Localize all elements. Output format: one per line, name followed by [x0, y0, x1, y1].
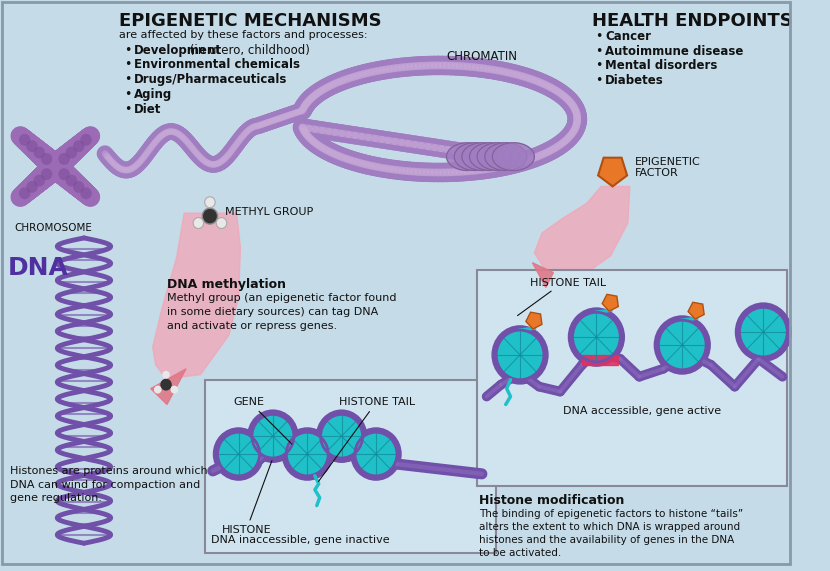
- Text: Methyl group (an epigenetic factor found
in some dietary sources) can tag DNA
an: Methyl group (an epigenetic factor found…: [167, 293, 397, 331]
- Polygon shape: [533, 263, 554, 287]
- FancyBboxPatch shape: [477, 270, 787, 486]
- Circle shape: [654, 315, 710, 375]
- Polygon shape: [492, 143, 535, 171]
- Circle shape: [41, 168, 52, 180]
- Polygon shape: [461, 143, 504, 171]
- Text: HISTONE TAIL: HISTONE TAIL: [319, 396, 415, 481]
- Text: Diet: Diet: [134, 103, 161, 116]
- Text: EPIGENETIC MECHANISMS: EPIGENETIC MECHANISMS: [120, 12, 382, 30]
- Circle shape: [286, 432, 328, 476]
- Text: DNA inaccessible, gene inactive: DNA inaccessible, gene inactive: [212, 536, 390, 545]
- Text: GENE: GENE: [234, 396, 292, 444]
- Circle shape: [212, 427, 264, 481]
- Circle shape: [491, 325, 549, 385]
- Text: Development: Development: [134, 43, 222, 57]
- Circle shape: [73, 181, 85, 193]
- Circle shape: [205, 197, 215, 208]
- Text: The binding of epigenetic factors to histone “tails”
alters the extent to which : The binding of epigenetic factors to his…: [479, 509, 743, 558]
- Polygon shape: [477, 143, 519, 171]
- Polygon shape: [279, 444, 310, 452]
- Circle shape: [33, 175, 45, 187]
- Circle shape: [66, 175, 77, 187]
- Text: Histones are proteins around which
DNA can wind for compaction and
gene regulati: Histones are proteins around which DNA c…: [9, 466, 208, 503]
- Text: DNA methylation: DNA methylation: [167, 278, 286, 291]
- Text: Diabetes: Diabetes: [605, 74, 664, 87]
- Circle shape: [27, 140, 37, 152]
- Text: HISTONE TAIL: HISTONE TAIL: [530, 278, 606, 288]
- Circle shape: [217, 432, 260, 476]
- Circle shape: [568, 307, 625, 367]
- Text: •: •: [124, 73, 131, 86]
- Text: DNA accessible, gene active: DNA accessible, gene active: [563, 407, 721, 416]
- Circle shape: [193, 218, 203, 228]
- Text: •: •: [124, 89, 131, 101]
- Polygon shape: [485, 143, 527, 171]
- Text: are affected by these factors and processes:: are affected by these factors and proces…: [120, 30, 368, 40]
- Circle shape: [41, 153, 52, 165]
- Text: (in utero, childhood): (in utero, childhood): [186, 43, 310, 57]
- Polygon shape: [535, 186, 630, 276]
- FancyBboxPatch shape: [205, 380, 496, 553]
- Text: •: •: [595, 45, 603, 58]
- Circle shape: [316, 409, 368, 463]
- Circle shape: [19, 134, 31, 146]
- Text: •: •: [595, 59, 603, 73]
- Circle shape: [203, 208, 217, 224]
- Circle shape: [58, 168, 70, 180]
- Circle shape: [154, 385, 162, 393]
- Circle shape: [573, 312, 620, 362]
- Text: Histone modification: Histone modification: [479, 494, 624, 506]
- Circle shape: [281, 427, 333, 481]
- Circle shape: [355, 432, 397, 476]
- Polygon shape: [470, 143, 511, 171]
- Circle shape: [217, 218, 227, 228]
- Circle shape: [735, 303, 792, 362]
- Polygon shape: [447, 143, 489, 171]
- Circle shape: [33, 147, 45, 159]
- Text: Cancer: Cancer: [605, 30, 651, 43]
- Text: Mental disorders: Mental disorders: [605, 59, 717, 73]
- Circle shape: [81, 134, 92, 146]
- Text: •: •: [124, 103, 131, 116]
- Text: METHYL GROUP: METHYL GROUP: [225, 207, 314, 217]
- Polygon shape: [454, 143, 496, 171]
- Text: Drugs/Pharmaceuticals: Drugs/Pharmaceuticals: [134, 73, 287, 86]
- Circle shape: [66, 147, 77, 159]
- Circle shape: [27, 181, 37, 193]
- Text: Aging: Aging: [134, 89, 172, 101]
- Text: •: •: [124, 58, 131, 71]
- Polygon shape: [582, 355, 618, 365]
- Text: CHROMATIN: CHROMATIN: [447, 50, 518, 63]
- Text: CHROMOSOME: CHROMOSOME: [14, 223, 92, 233]
- Circle shape: [740, 307, 787, 357]
- Text: HEALTH ENDPOINTS: HEALTH ENDPOINTS: [592, 12, 793, 30]
- Polygon shape: [151, 369, 186, 404]
- Circle shape: [19, 187, 31, 199]
- Circle shape: [73, 140, 85, 152]
- Circle shape: [160, 379, 172, 391]
- Text: •: •: [595, 74, 603, 87]
- Circle shape: [320, 415, 363, 458]
- Circle shape: [81, 187, 92, 199]
- Circle shape: [350, 427, 402, 481]
- Text: EPIGENETIC
FACTOR: EPIGENETIC FACTOR: [635, 156, 701, 178]
- Circle shape: [58, 153, 70, 165]
- Text: Autoimmune disease: Autoimmune disease: [605, 45, 744, 58]
- Text: Environmental chemicals: Environmental chemicals: [134, 58, 300, 71]
- Circle shape: [496, 330, 544, 380]
- Text: •: •: [595, 30, 603, 43]
- Circle shape: [247, 409, 299, 463]
- Text: •: •: [124, 43, 131, 57]
- Circle shape: [170, 385, 178, 393]
- Circle shape: [658, 320, 706, 370]
- Polygon shape: [153, 213, 241, 379]
- Circle shape: [162, 371, 170, 379]
- Text: HISTONE: HISTONE: [222, 461, 272, 536]
- Circle shape: [252, 415, 294, 458]
- Text: DNA: DNA: [7, 256, 69, 280]
